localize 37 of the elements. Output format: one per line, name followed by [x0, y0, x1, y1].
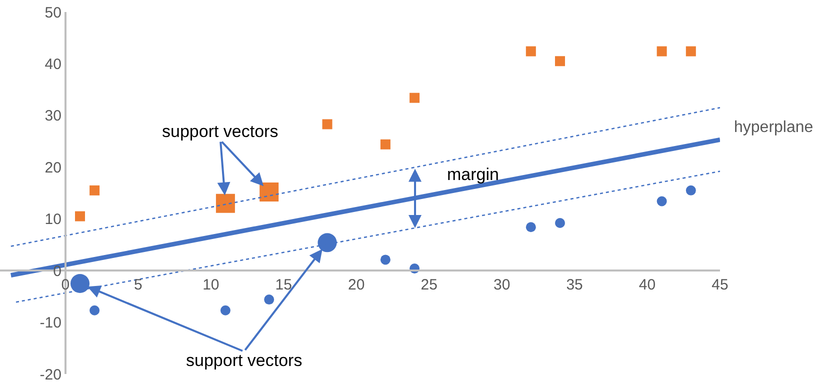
- point: [380, 254, 390, 265]
- point: [656, 46, 667, 56]
- y-tick-label: -10: [40, 314, 62, 332]
- point: [555, 218, 565, 228]
- x-tick-label: 45: [712, 276, 728, 294]
- point: [686, 46, 696, 56]
- point: [264, 294, 274, 305]
- x-tick-label: 40: [638, 276, 656, 294]
- point: [90, 305, 100, 316]
- series-label: hyperplane: [734, 119, 814, 136]
- point: [686, 185, 696, 196]
- annotation: margin: [447, 165, 499, 184]
- point: [220, 305, 230, 316]
- x-tick-label: 25: [420, 276, 438, 294]
- x-tick-label: 10: [202, 276, 220, 294]
- x-tick-label: 20: [348, 276, 365, 294]
- point: [410, 92, 420, 103]
- point: [526, 46, 536, 56]
- point: [75, 211, 85, 222]
- x-tick-label: 5: [134, 276, 142, 294]
- x-tick-label: 30: [493, 276, 510, 294]
- y-tick-label: 30: [44, 108, 62, 125]
- y-tick-label: 40: [44, 56, 62, 73]
- y-tick-label: 50: [44, 4, 62, 22]
- x-tick-label: 15: [275, 276, 292, 294]
- annotation: support vectors: [186, 351, 302, 370]
- point: [555, 56, 565, 66]
- point: [656, 196, 667, 206]
- point: [90, 185, 100, 196]
- point: [526, 222, 536, 232]
- y-tick-label: 10: [44, 211, 62, 228]
- x-tick-label: 35: [566, 276, 583, 294]
- y-tick-label: -20: [40, 366, 62, 384]
- point: [322, 119, 332, 130]
- point: [380, 139, 390, 150]
- annotation: support vectors: [162, 122, 278, 141]
- y-tick-label: 20: [44, 159, 62, 176]
